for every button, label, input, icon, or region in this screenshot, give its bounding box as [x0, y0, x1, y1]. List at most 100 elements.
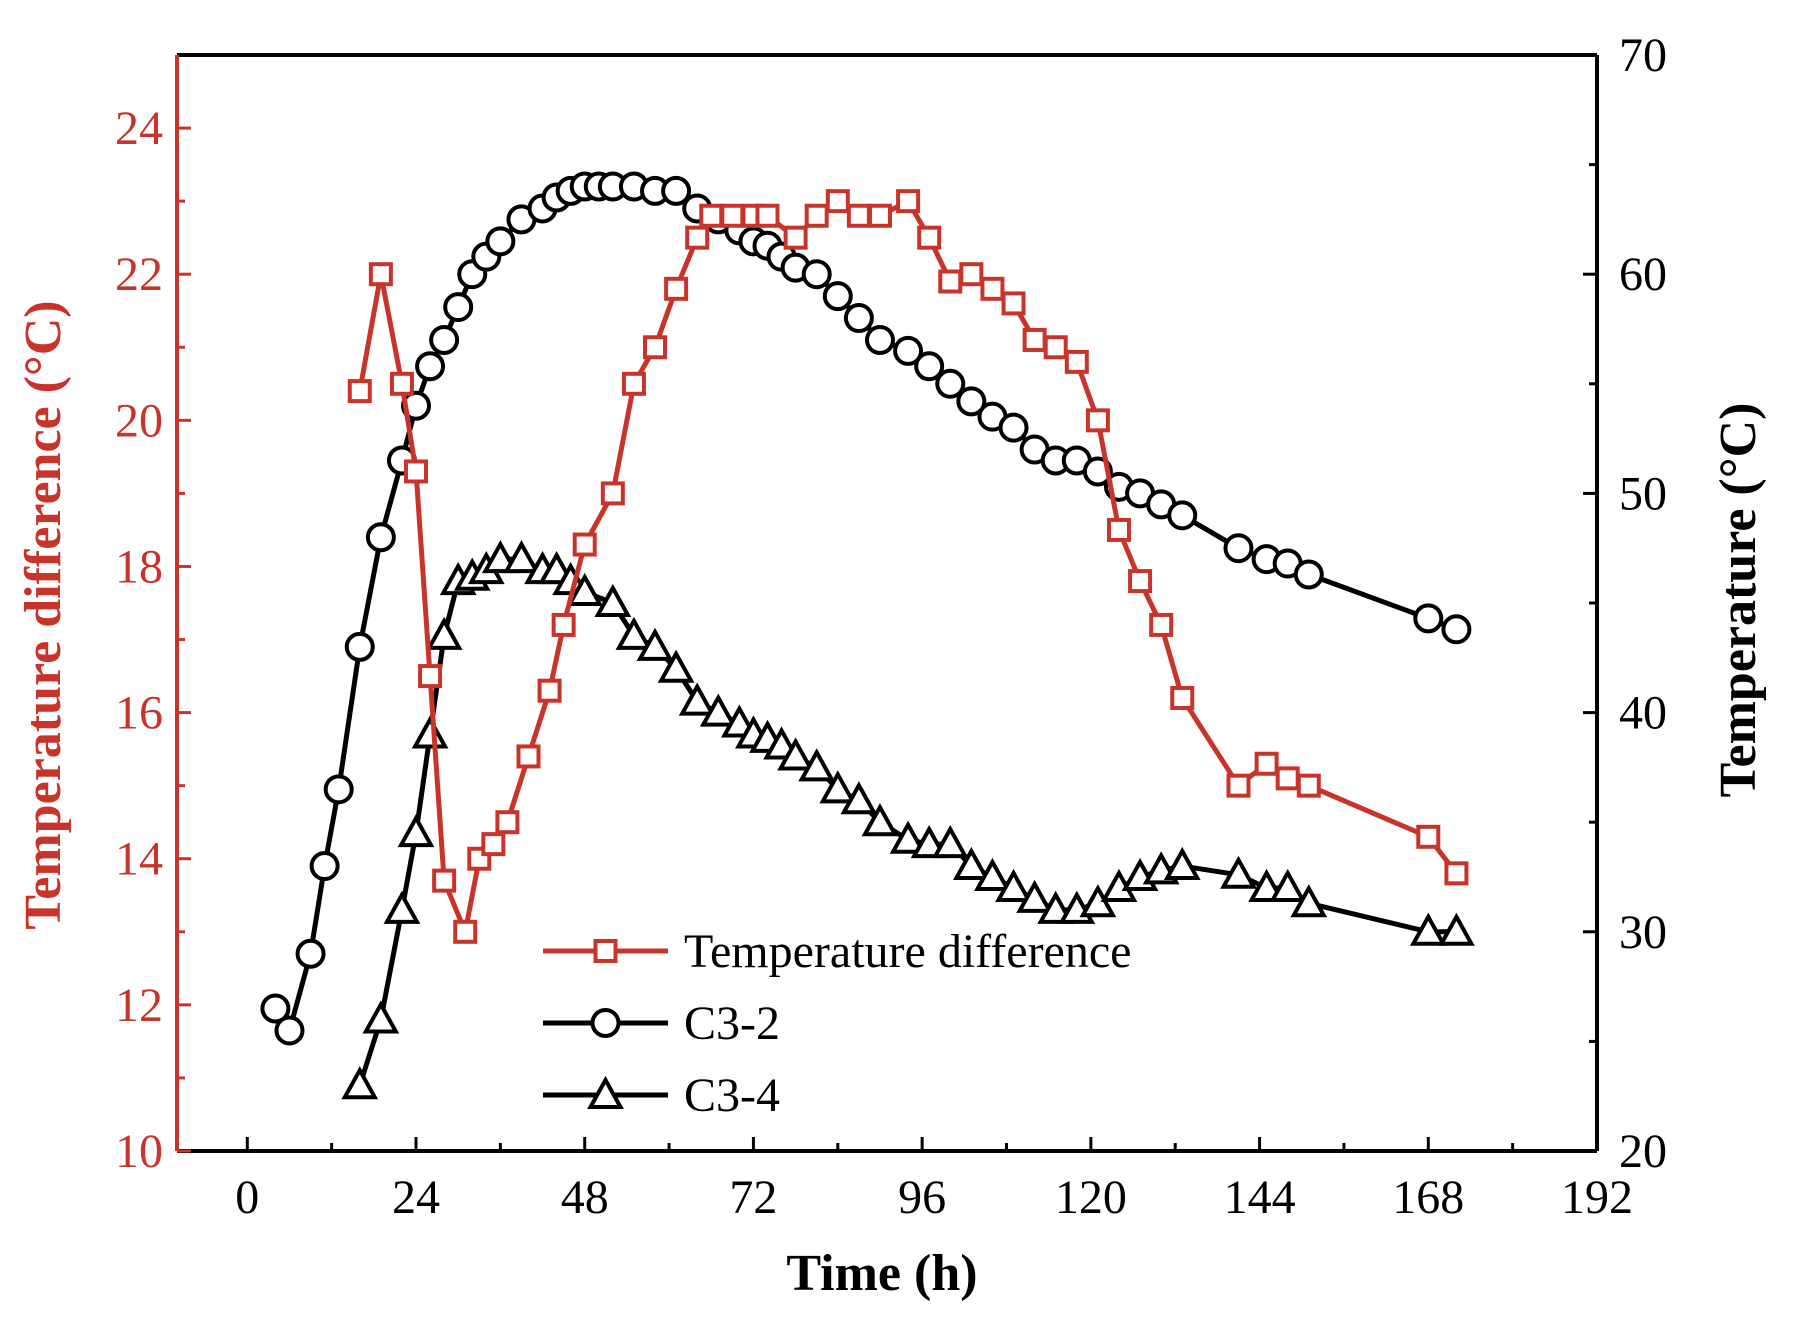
data-point: [274, 1015, 305, 1046]
data-point: [822, 281, 853, 312]
data-point: [1016, 879, 1054, 913]
data-point: [418, 664, 443, 689]
data-point: [783, 225, 808, 250]
series-c3-2: [260, 171, 1472, 1046]
data-point: [429, 324, 460, 355]
data-point: [516, 744, 541, 769]
data-point: [443, 292, 474, 323]
data-point: [415, 351, 446, 382]
data-point: [956, 386, 987, 417]
x-tick-label: 0: [235, 1171, 259, 1224]
data-point: [503, 540, 540, 574]
data-point: [323, 774, 354, 805]
data-point: [931, 825, 969, 859]
x-tick-label: 24: [392, 1171, 440, 1224]
data-point: [998, 412, 1029, 443]
data-point: [1409, 912, 1447, 946]
data-point: [572, 532, 597, 557]
data-point: [840, 781, 878, 815]
data-point: [368, 262, 393, 287]
data-point: [974, 857, 1011, 891]
data-point: [804, 203, 829, 228]
data-point: [825, 189, 850, 214]
left-tick-label: 18: [115, 540, 163, 593]
left-y-axis-title: Temperature difference (°C): [15, 300, 72, 929]
data-point: [1441, 614, 1472, 645]
data-point: [481, 540, 519, 574]
data-point: [636, 627, 674, 661]
data-point: [801, 259, 832, 290]
data-point: [889, 820, 927, 854]
data-point: [1064, 349, 1089, 374]
x-tick-label: 72: [729, 1171, 777, 1224]
plot-frame: [177, 53, 1597, 1153]
data-point: [295, 938, 326, 969]
data-point: [1293, 559, 1324, 590]
data-point: [846, 203, 871, 228]
legend-item: C3-2: [543, 997, 780, 1050]
series-c3-4: [341, 540, 1475, 1100]
data-point: [720, 203, 745, 228]
data-point: [995, 868, 1032, 902]
data-point: [910, 825, 948, 859]
data-point: [485, 226, 516, 257]
data-point: [914, 351, 945, 382]
legend-label: Temperature difference: [684, 925, 1131, 978]
data-point: [1223, 533, 1254, 564]
data-point: [347, 379, 372, 404]
data-point: [389, 371, 414, 396]
x-tick-label: 48: [561, 1171, 609, 1224]
right-tick-label: 60: [1619, 248, 1667, 301]
legend-item: Temperature difference: [543, 925, 1131, 978]
x-tick-label: 120: [1055, 1171, 1127, 1224]
data-point: [685, 225, 710, 250]
data-point: [481, 832, 506, 857]
data-point: [798, 748, 836, 782]
data-point: [344, 631, 375, 662]
data-point: [397, 814, 435, 848]
left-tick-label: 10: [115, 1125, 163, 1178]
data-point: [959, 262, 984, 287]
data-point: [537, 678, 562, 703]
data-point: [1149, 612, 1174, 637]
data-point: [1413, 603, 1444, 634]
data-point: [362, 1000, 400, 1034]
data-point: [1416, 824, 1441, 849]
data-point: [1085, 408, 1110, 433]
data-point: [938, 269, 963, 294]
legend: Temperature difference C3-2 C3-4: [543, 925, 1131, 1122]
data-point: [404, 459, 429, 484]
data-point: [260, 993, 291, 1024]
data-point: [643, 335, 668, 360]
right-tick-label: 30: [1619, 906, 1667, 959]
data-point: [411, 715, 449, 749]
legend-marker: [590, 1008, 621, 1038]
data-point: [1296, 773, 1321, 798]
legend-marker: [593, 939, 618, 963]
data-point: [699, 693, 737, 727]
data-point: [425, 616, 463, 650]
data-point: [1220, 855, 1257, 889]
data-point: [621, 371, 646, 396]
series-temperature-difference: [347, 189, 1469, 944]
data-point: [600, 481, 625, 506]
data-point: [1248, 868, 1286, 902]
data-point: [1290, 884, 1328, 918]
left-tick-label: 24: [115, 102, 163, 155]
data-point: [615, 616, 653, 650]
x-tick-label: 168: [1392, 1171, 1464, 1224]
right-y-axis-title: Temperature (°C): [1710, 403, 1767, 798]
x-axis-title: Time (h): [786, 1245, 977, 1302]
data-point: [1043, 335, 1068, 360]
data-point: [383, 890, 421, 924]
data-point: [309, 851, 340, 882]
data-point: [843, 303, 874, 334]
left-y-axis: 10 12 14 16 18 20 22 24: [115, 55, 191, 1178]
data-point: [1128, 569, 1153, 594]
left-tick-label: 14: [115, 833, 163, 886]
data-point: [1167, 500, 1198, 531]
data-point: [893, 335, 924, 366]
data-point: [819, 770, 857, 804]
data-point: [777, 737, 815, 771]
data-point: [341, 1066, 379, 1100]
